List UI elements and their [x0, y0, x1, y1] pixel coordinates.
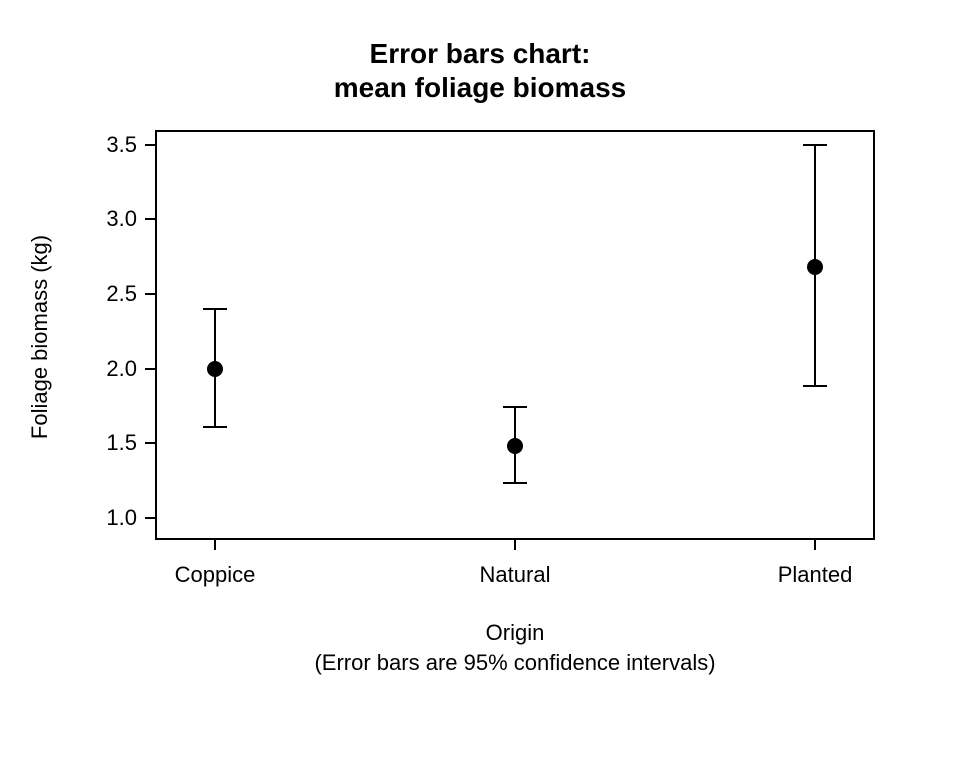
x-axis-sublabel: (Error bars are 95% confidence intervals…: [155, 650, 875, 676]
error-bar-cap: [803, 144, 827, 146]
x-axis-label: Origin: [155, 620, 875, 646]
x-tick-label: Natural: [480, 562, 551, 588]
x-tick-mark: [814, 540, 816, 550]
x-tick-label: Planted: [778, 562, 853, 588]
y-tick-label: 3.0: [106, 206, 137, 232]
data-point: [207, 361, 223, 377]
chart-title-line2: mean foliage biomass: [0, 72, 960, 104]
x-tick-mark: [514, 540, 516, 550]
error-bar-cap: [803, 385, 827, 387]
data-point: [807, 259, 823, 275]
y-tick-mark: [145, 442, 155, 444]
y-tick-mark: [145, 368, 155, 370]
y-tick-mark: [145, 144, 155, 146]
error-bar-cap: [503, 406, 527, 408]
data-point: [507, 438, 523, 454]
error-bar-cap: [203, 426, 227, 428]
y-tick-mark: [145, 218, 155, 220]
y-tick-label: 2.0: [106, 356, 137, 382]
y-tick-label: 1.5: [106, 430, 137, 456]
error-bar-cap: [203, 308, 227, 310]
y-tick-mark: [145, 517, 155, 519]
y-tick-label: 1.0: [106, 505, 137, 531]
x-tick-label: Coppice: [175, 562, 256, 588]
x-tick-mark: [214, 540, 216, 550]
y-axis-label: Foliage biomass (kg): [27, 132, 53, 542]
y-tick-mark: [145, 293, 155, 295]
error-bar-cap: [503, 482, 527, 484]
y-tick-label: 3.5: [106, 132, 137, 158]
chart-title-line1: Error bars chart:: [0, 38, 960, 70]
chart-container: Error bars chart: mean foliage biomass 1…: [0, 0, 960, 768]
y-tick-label: 2.5: [106, 281, 137, 307]
